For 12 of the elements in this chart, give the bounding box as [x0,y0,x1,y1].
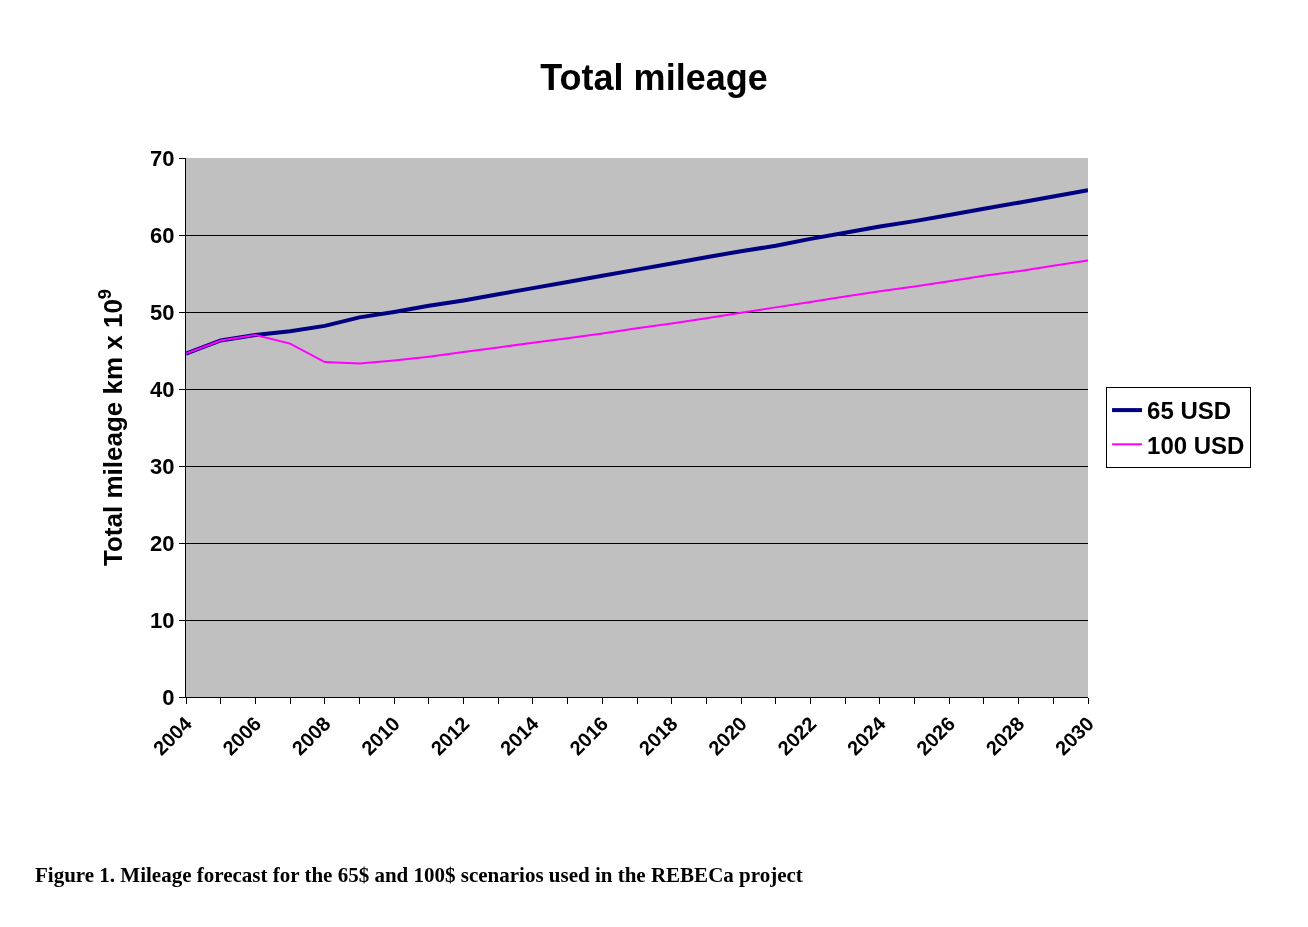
legend-label: 100 USD [1147,431,1245,459]
y-tick-label: 30 [150,453,175,479]
y-tick-label: 50 [150,299,175,325]
y-tick-label: 40 [150,376,175,402]
chart-title: Total mileage [540,57,768,99]
y-tick-label: 20 [150,530,175,556]
legend-label: 65 USD [1147,397,1232,425]
y-tick-label: 10 [150,607,175,633]
caption: Figure 1. Mileage forecast for the 65$ and 100$ scenarios used in the REBECa project [35,863,803,887]
y-tick-label: 70 [150,145,175,171]
y-tick-label: 60 [150,222,175,248]
y-tick-label: 0 [162,684,175,710]
